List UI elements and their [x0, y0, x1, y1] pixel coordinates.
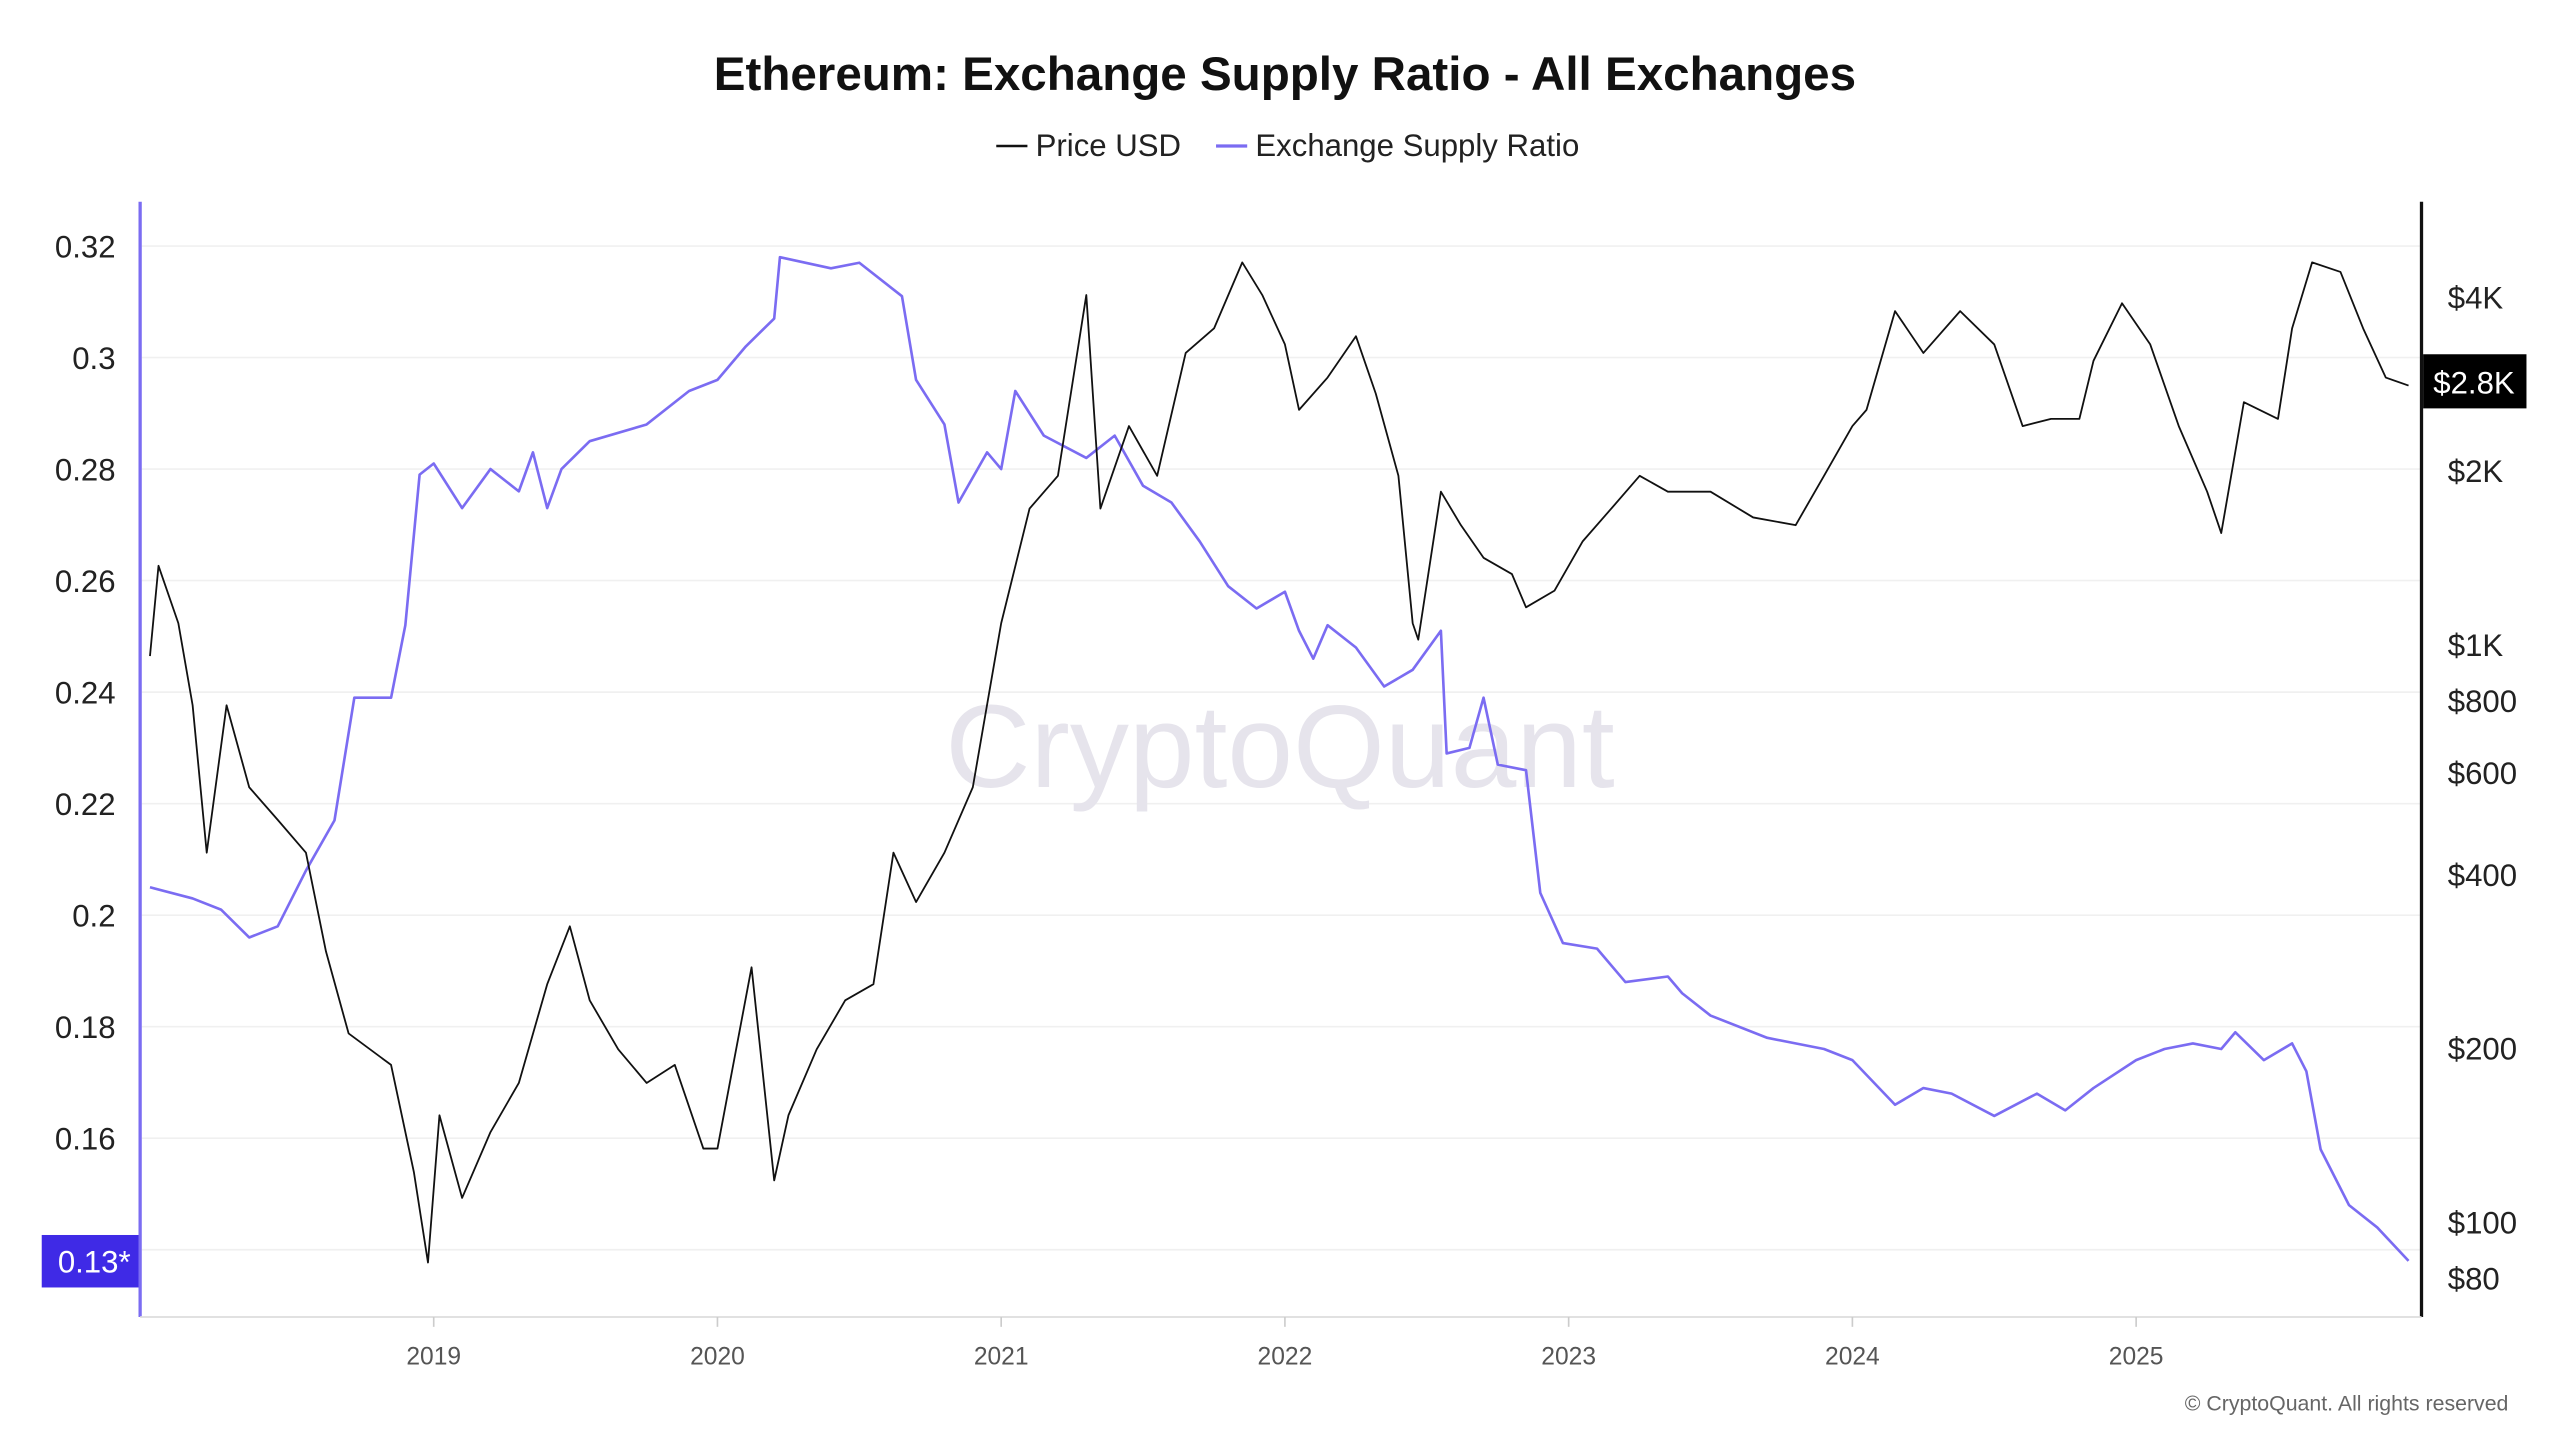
price-current-badge: $2.8K — [2423, 354, 2527, 409]
x-tick-label: 2025 — [2109, 1344, 2164, 1371]
left-axis-ticks: 0.32 0.3 0.28 0.26 0.24 0.22 0.2 0.18 0.16 — [55, 229, 116, 1156]
left-tick-label: 0.32 — [55, 229, 116, 264]
exchange-supply-ratio-line — [149, 255, 2410, 1262]
copyright-footer: © CryptoQuant. All rights reserved — [2185, 1391, 2509, 1415]
x-tick-label: 2022 — [1258, 1344, 1313, 1371]
left-tick-label: 0.28 — [55, 453, 116, 488]
series-lines — [149, 255, 2410, 1264]
x-tick-label: 2021 — [974, 1344, 1029, 1371]
right-tick-label: $800 — [2448, 684, 2517, 719]
right-tick-label: $600 — [2448, 756, 2517, 791]
ratio-current-badge: 0.13* — [41, 1234, 139, 1288]
ratio-current-label: 0.13* — [58, 1245, 131, 1280]
legend: Price USD Exchange Supply Ratio — [996, 128, 1579, 163]
x-tick-label: 2023 — [1541, 1344, 1596, 1371]
legend-item-price[interactable]: Price USD — [996, 128, 1181, 163]
price-current-label: $2.8K — [2433, 366, 2515, 401]
chart-title: Ethereum: Exchange Supply Ratio - All Ex… — [714, 48, 1856, 101]
legend-label-price: Price USD — [1036, 128, 1181, 163]
left-tick-label: 0.24 — [55, 676, 116, 711]
x-tick-label: 2020 — [690, 1344, 745, 1371]
right-axis-ticks: $4K $2K $1K $800 $600 $400 $200 $100 $80 — [2448, 280, 2517, 1296]
left-tick-label: 0.26 — [55, 564, 116, 599]
left-tick-label: 0.3 — [72, 341, 115, 376]
right-tick-label: $400 — [2448, 858, 2517, 893]
price-usd-line — [149, 261, 2409, 1264]
x-tick-label: 2024 — [1825, 1344, 1880, 1371]
legend-label-ratio: Exchange Supply Ratio — [1255, 128, 1579, 163]
left-tick-label: 0.16 — [55, 1122, 116, 1157]
left-tick-label: 0.22 — [55, 787, 116, 822]
x-tick-label: 2019 — [406, 1344, 461, 1371]
right-tick-label: $200 — [2448, 1032, 2517, 1067]
right-tick-label: $4K — [2448, 280, 2504, 315]
left-tick-label: 0.2 — [72, 899, 115, 934]
right-tick-label: $1K — [2448, 628, 2504, 663]
gridlines — [141, 245, 2420, 1251]
right-tick-label: $2K — [2448, 454, 2504, 489]
right-tick-label: $100 — [2448, 1205, 2517, 1240]
x-axis-ticks: 2019 2020 2021 2022 2023 2024 2025 — [406, 1316, 2164, 1371]
left-tick-label: 0.18 — [55, 1010, 116, 1045]
legend-item-ratio[interactable]: Exchange Supply Ratio — [1216, 128, 1579, 163]
right-tick-label: $80 — [2448, 1261, 2500, 1296]
watermark: CryptoQuant — [945, 681, 1614, 813]
